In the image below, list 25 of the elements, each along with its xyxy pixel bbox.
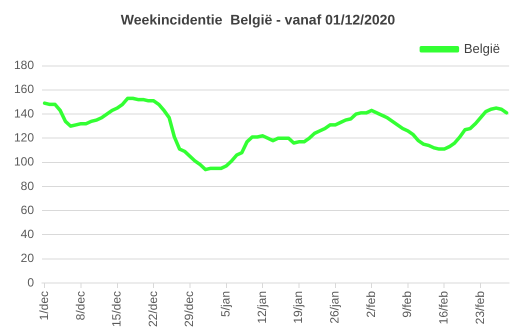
y-tick-label: 80 bbox=[20, 178, 34, 193]
legend-label: België bbox=[464, 40, 500, 56]
y-tick-label: 60 bbox=[20, 202, 34, 217]
x-tick-label: 9/feb bbox=[400, 290, 414, 318]
x-tick-label: 23/feb bbox=[472, 290, 487, 324]
y-tick-label: 40 bbox=[20, 227, 34, 242]
x-tick-label: 19/jan bbox=[291, 290, 306, 324]
x-tick-label: 26/jan bbox=[328, 290, 342, 324]
y-tick-label: 20 bbox=[20, 251, 34, 266]
x-tick-label: 1/dec bbox=[36, 290, 51, 320]
x-tick-label: 22/dec bbox=[146, 290, 160, 327]
x-tick-label: 5/jan bbox=[218, 290, 233, 317]
y-tick-label: 0 bbox=[27, 275, 34, 290]
y-tick-label: 160 bbox=[14, 82, 34, 96]
x-tick-label: 16/feb bbox=[436, 290, 451, 324]
y-tick-label: 100 bbox=[14, 154, 34, 169]
x-tick-label: 15/dec bbox=[110, 290, 124, 327]
x-tick-label: 29/dec bbox=[182, 290, 196, 327]
x-tick-label: 8/dec bbox=[73, 290, 88, 320]
y-tick-label: 180 bbox=[14, 58, 34, 72]
y-tick-label: 140 bbox=[14, 106, 34, 120]
y-tick-label: 120 bbox=[14, 130, 34, 145]
x-tick-label: 2/feb bbox=[364, 290, 378, 318]
chart-title: Weekincidentie België - vanaf 01/12/2020 bbox=[120, 11, 396, 28]
x-tick-label: 12/jan bbox=[254, 290, 269, 324]
